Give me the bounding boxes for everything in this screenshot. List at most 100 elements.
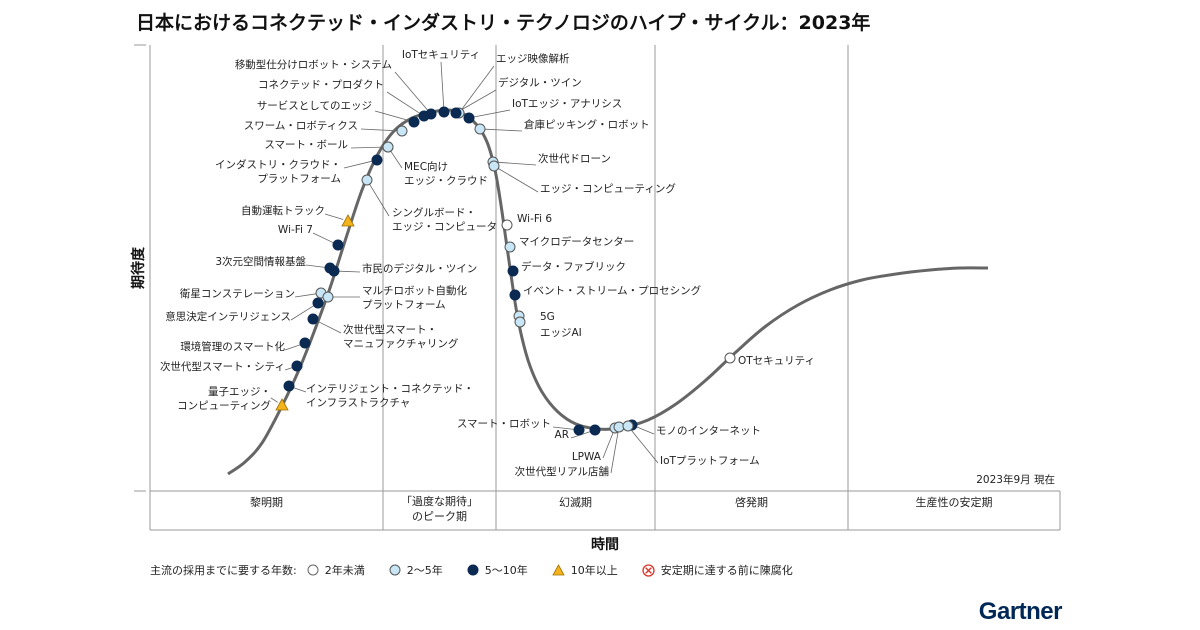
legend: 主流の採用までに要する年数: 2年未満 2〜5年 5〜10年 10年以上 安定期…: [150, 562, 817, 578]
leader-line: [460, 89, 497, 111]
hype-cycle-chart: 黎明期 「過度な期待」のピーク期 幻滅期 啓発期 生産性の安定期 量子エッジ・コンピュー…: [130, 44, 1061, 553]
tech-marker: [396, 125, 408, 137]
tech-marker: [463, 112, 475, 124]
leader-line: [317, 320, 342, 334]
leader-line: [484, 128, 523, 132]
as-of-date: 2023年9月 現在: [976, 473, 1055, 486]
tech-marker: [613, 421, 625, 433]
legend-item-gt10: 10年以上: [552, 562, 618, 578]
leader-line: [394, 71, 429, 111]
tech-label: マイクロデータセンター: [519, 235, 634, 248]
tech-label: Wi-Fi 6: [517, 213, 552, 225]
tech-marker: [450, 107, 462, 119]
legend-label-2to5: 2〜5年: [406, 564, 443, 577]
tech-marker: [408, 116, 420, 128]
tech-label: コネクテッド・プロダクト: [258, 78, 384, 91]
tech-label: 次世代ドローン: [538, 152, 611, 165]
leader-line: [350, 146, 384, 149]
chart-title: 日本におけるコネクテッド・インダストリ・テクノロジのハイプ・サイクル：2023年: [136, 12, 871, 34]
leader-line: [284, 367, 293, 371]
technology-labels: 量子エッジ・コンピューティング インテリジェント・コネクテッド・インフラストラクチ…: [160, 49, 815, 478]
leader-line: [386, 91, 421, 114]
tech-label: LPWA: [572, 451, 602, 463]
tech-marker: [438, 106, 450, 118]
tech-label: 移動型仕分けロボット・システム: [235, 58, 392, 71]
leader-line: [284, 344, 301, 351]
tech-marker: [507, 265, 519, 277]
leader-line: [312, 232, 334, 244]
legend-item-2to5: 2〜5年: [389, 562, 443, 578]
tech-marker: [474, 123, 486, 135]
tech-marker: [371, 154, 383, 166]
tech-marker: [341, 214, 355, 227]
tech-label: 次世代型スマート・マニュファクチャリング: [343, 323, 459, 350]
tech-marker: [488, 160, 500, 172]
leader-line: [324, 213, 344, 220]
tech-marker: [328, 265, 340, 277]
tech-marker: [299, 337, 311, 349]
leader-line: [636, 426, 655, 435]
tech-label: IoTプラットフォーム: [660, 455, 760, 467]
legend-marker-5to10: [467, 564, 479, 576]
leader-line: [610, 431, 619, 474]
gartner-logo: Gartner: [978, 598, 1063, 625]
tech-marker: [724, 352, 736, 364]
tech-label: IoTエッジ・アナリシス: [512, 98, 622, 110]
phase-label: 生産性の安定期: [916, 495, 993, 509]
tech-marker: [425, 108, 437, 120]
x-axis-label: 時間: [591, 536, 619, 553]
leader-line: [630, 429, 659, 464]
leader-line: [552, 426, 575, 430]
phase-label: 「過度な期待」のピーク期: [401, 494, 478, 523]
tech-marker: [307, 313, 319, 325]
tech-marker: [589, 424, 601, 436]
leader-line: [602, 432, 614, 459]
leader-line: [440, 61, 445, 108]
tech-label: 意思決定インテリジェンス: [165, 310, 291, 323]
tech-label: インテリジェント・コネクテッド・インフラストラクチャ: [306, 383, 474, 409]
leader-line: [498, 168, 539, 193]
tech-label: 次世代型スマート・シティ: [160, 360, 285, 373]
tech-label: データ・ファブリック: [521, 260, 626, 273]
phase-label: 幻滅期: [559, 496, 592, 509]
legend-label-gt10: 10年以上: [570, 564, 618, 577]
leader-line: [461, 65, 495, 110]
leader-line: [294, 293, 317, 298]
tech-marker: [573, 424, 585, 436]
tech-marker: [322, 291, 334, 303]
technology-markers: [275, 106, 736, 436]
tech-label: 衛星コンステレーション: [180, 287, 295, 300]
tech-label: IoTセキュリティ: [402, 49, 480, 61]
leader-line: [473, 109, 511, 118]
tech-label: シングルボード・エッジ・コンピュータ: [392, 206, 497, 233]
tech-label: エッジAI: [540, 327, 582, 339]
tech-label: スワーム・ロボティクス: [244, 120, 358, 132]
tech-marker: [514, 316, 526, 328]
legend-marker-obsolete: [642, 563, 655, 577]
tech-marker: [509, 289, 521, 301]
tech-label: 5G: [540, 311, 555, 323]
legend-marker-2to5: [389, 564, 401, 576]
tech-label: 3次元空間情報基盤: [215, 255, 306, 268]
tech-label: 倉庫ピッキング・ロボット: [524, 118, 650, 131]
tech-label: マルチロボット自動化プラットフォーム: [362, 284, 467, 311]
tech-marker: [283, 380, 295, 392]
tech-label: モノのインターネット: [656, 425, 761, 437]
leader-line: [360, 128, 398, 132]
legend-label-obsolete: 安定期に達する前に陳腐化: [660, 564, 793, 577]
leader-line: [343, 160, 373, 169]
tech-label: デジタル・ツイン: [498, 76, 582, 89]
tech-marker: [504, 241, 516, 253]
y-axis-label: 期待度: [130, 246, 147, 289]
leader-line: [369, 184, 390, 217]
legend-marker-gt10: [552, 564, 565, 576]
leader-line: [270, 397, 279, 403]
tech-label: 市民のデジタル・ツイン: [362, 262, 477, 275]
tech-marker: [332, 239, 344, 251]
legend-item-lt2: 2年未満: [307, 562, 365, 578]
tech-label: スマート・ボール: [264, 139, 348, 151]
tech-label: スマート・ロボット: [457, 418, 551, 430]
tech-label: AR: [555, 429, 569, 441]
phase-label: 黎明期: [250, 495, 283, 509]
